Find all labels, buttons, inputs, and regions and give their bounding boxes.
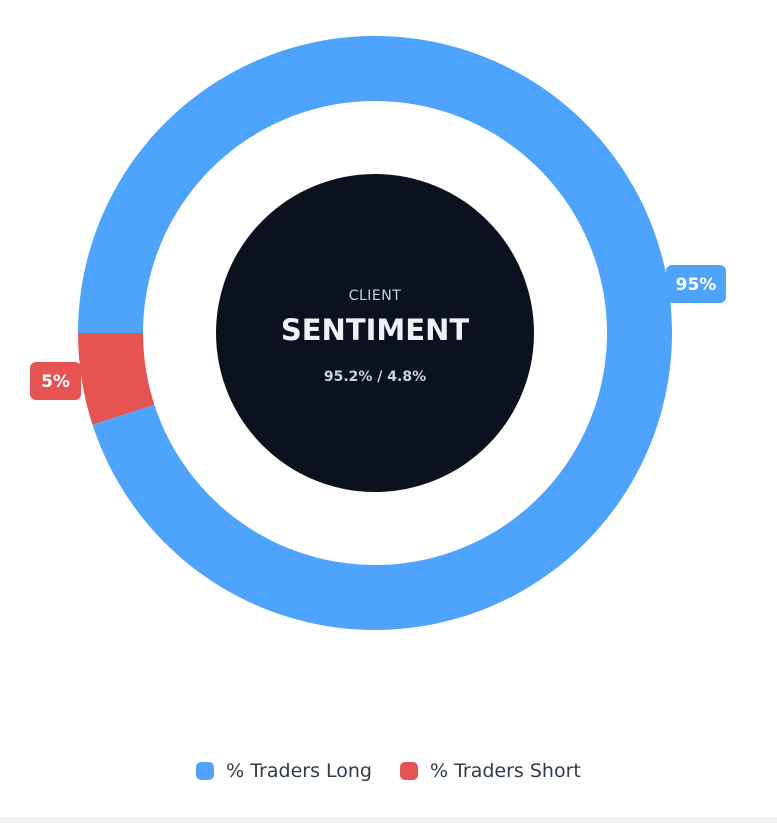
- data-label-long-text: 95%: [676, 275, 717, 295]
- legend-item-long[interactable]: % Traders Long: [196, 760, 372, 782]
- bottom-divider: [0, 817, 777, 823]
- data-label-short: 5%: [30, 362, 81, 400]
- slice-traders-short[interactable]: [78, 333, 155, 425]
- chart-slices: [78, 35, 672, 630]
- data-label-short-box: [30, 362, 81, 400]
- center-disc: [216, 174, 534, 492]
- legend-swatch-long: [196, 762, 215, 780]
- center-title: SENTIMENT: [281, 313, 469, 347]
- data-label-short-text: 5%: [41, 372, 70, 392]
- legend: % Traders Long % Traders Short: [0, 760, 777, 782]
- data-labels: 95% 5%: [30, 265, 726, 400]
- data-label-long-box: [666, 265, 726, 303]
- legend-swatch-short: [399, 762, 418, 780]
- data-label-long: 95%: [666, 265, 726, 303]
- legend-item-short[interactable]: % Traders Short: [399, 760, 581, 782]
- center-subtitle: 95.2% / 4.8%: [324, 369, 426, 385]
- legend-label-long: % Traders Long: [226, 760, 372, 782]
- legend-label-short: % Traders Short: [429, 760, 581, 782]
- center-eyebrow: CLIENT: [349, 288, 402, 304]
